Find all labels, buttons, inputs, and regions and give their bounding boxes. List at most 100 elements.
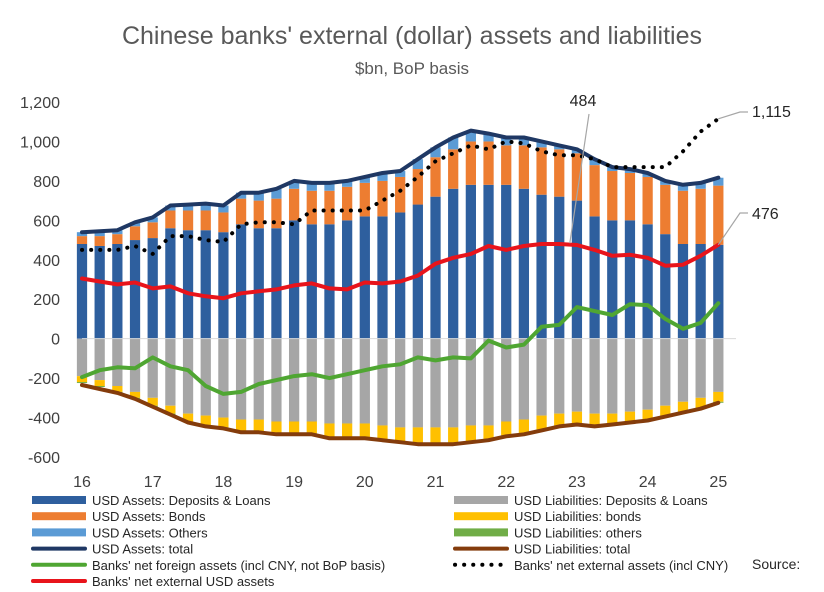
bar [571, 411, 583, 424]
bar [112, 244, 123, 339]
bar [253, 192, 264, 201]
annotation-label: 1,115 [752, 104, 791, 121]
y-tick-label: -200 [28, 371, 60, 388]
annotation-label: 484 [570, 93, 597, 110]
bar [412, 169, 423, 205]
series-line [80, 301, 721, 396]
bar [94, 231, 105, 237]
bar [129, 338, 141, 392]
bar [359, 423, 370, 438]
bar [589, 165, 600, 217]
x-tick-label: 25 [709, 474, 727, 491]
bar [359, 176, 370, 183]
annotation-label: 476 [752, 206, 779, 223]
bar [342, 338, 353, 424]
bar [94, 338, 105, 381]
series-line [80, 116, 721, 256]
bar [430, 157, 441, 197]
legend-swatch [32, 528, 86, 537]
bar [571, 153, 583, 201]
bar [359, 338, 370, 424]
bar [695, 182, 706, 189]
bar [306, 338, 317, 422]
bar [288, 180, 300, 189]
bar [536, 147, 547, 195]
bar [129, 240, 141, 339]
chart-subtitle: $bn, BoP basis [355, 59, 469, 78]
bar [713, 338, 724, 392]
bar [147, 222, 158, 239]
bar [324, 224, 335, 339]
bar [129, 391, 141, 398]
y-tick-label: 600 [33, 213, 60, 230]
bar [677, 184, 689, 191]
legend-label: USD Assets: total [92, 542, 193, 557]
bar [554, 413, 565, 426]
bar [465, 130, 476, 142]
y-tick-label: 0 [51, 332, 60, 349]
bar [306, 190, 317, 225]
bar [695, 397, 706, 408]
source-label: Source: [752, 556, 800, 572]
bar [253, 200, 264, 229]
legend-swatch [32, 512, 86, 521]
bar [624, 338, 636, 412]
legend-label: USD Liabilities: bonds [514, 509, 642, 524]
y-tick-label: 1,000 [20, 134, 60, 151]
bar [624, 173, 636, 221]
bar [448, 188, 459, 339]
legend: USD Assets: Deposits & Loans USD Liabilit… [31, 493, 728, 589]
x-tick-label: 19 [285, 474, 303, 491]
bar [554, 338, 565, 414]
bar [395, 176, 406, 213]
bar [147, 338, 158, 398]
bar [182, 210, 194, 231]
bar [218, 338, 229, 418]
legend-swatch [454, 528, 508, 537]
bar [571, 338, 583, 412]
legend-label: USD Liabilities: total [514, 542, 630, 557]
bar [448, 427, 459, 444]
bar [483, 425, 494, 440]
bar [430, 427, 441, 444]
bar [483, 184, 494, 339]
x-tick-label: 22 [497, 474, 515, 491]
bar [589, 413, 600, 426]
bar [165, 205, 176, 211]
bar [324, 338, 335, 424]
legend-label: Banks' net foreign assets (incl CNY, not… [92, 558, 385, 573]
bar [642, 409, 653, 420]
series-line [80, 242, 721, 301]
bar [200, 210, 211, 231]
bar [642, 338, 653, 410]
legend-swatch [32, 496, 86, 504]
bar [377, 173, 388, 181]
bar [448, 149, 459, 189]
bar [147, 217, 158, 223]
bar [677, 244, 689, 339]
bar [288, 220, 300, 339]
bar [536, 194, 547, 339]
bar [94, 245, 105, 339]
bar [501, 421, 512, 436]
bar [607, 220, 618, 339]
bar [448, 137, 459, 150]
bar [713, 391, 724, 402]
x-tick-label: 21 [427, 474, 445, 491]
bar [395, 171, 406, 177]
bar [271, 421, 282, 434]
bar [501, 338, 512, 422]
bar [483, 338, 494, 426]
y-tick-label: -400 [28, 411, 60, 428]
y-tick-label: 800 [33, 174, 60, 191]
bar [395, 338, 406, 428]
bar [235, 419, 247, 432]
bar [129, 226, 141, 241]
bar [235, 224, 247, 339]
bar [165, 210, 176, 229]
bar [324, 423, 335, 438]
legend-label: Banks' net external assets (incl CNY) [514, 558, 728, 573]
bar [501, 184, 512, 339]
bar [324, 182, 335, 191]
